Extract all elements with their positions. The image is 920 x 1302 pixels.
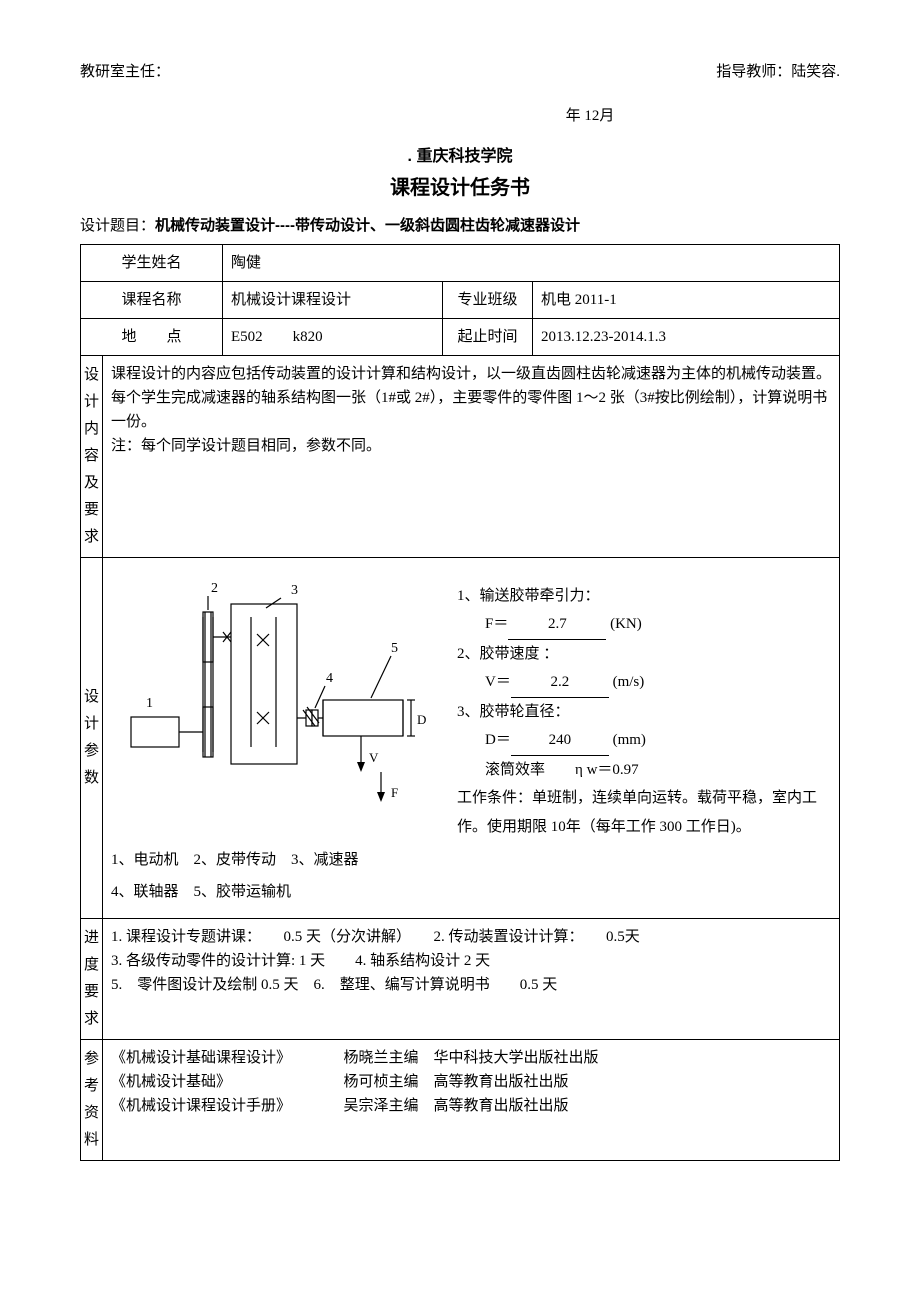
diagram-label-2: 2 bbox=[211, 581, 218, 596]
class-label: 专业班级 bbox=[443, 281, 533, 318]
work-conditions: 工作条件：单班制，连续单向运转。载荷平稳，室内工作。使用期限 10年（每年工作 … bbox=[457, 784, 831, 841]
param-2-sym: V＝ bbox=[485, 674, 511, 690]
student-name-value: 陶健 bbox=[223, 244, 840, 281]
param-1-unit: (KN) bbox=[610, 616, 642, 632]
advisor-name: 陆笑容. bbox=[791, 64, 840, 80]
param-4-label: 滚筒效率 η w＝0.97 bbox=[457, 756, 831, 785]
param-3-unit: (mm) bbox=[613, 732, 646, 748]
time-label: 起止时间 bbox=[443, 318, 533, 355]
diagram-label-3: 3 bbox=[291, 583, 298, 598]
param-2-unit: (m/s) bbox=[613, 674, 645, 690]
param-3-label: 3、胶带轮直径： bbox=[457, 698, 831, 727]
schedule-section-label: 进度要求 bbox=[81, 918, 103, 1039]
task-table: 学生姓名 陶健 课程名称 机械设计课程设计 专业班级 机电 2011-1 地 点… bbox=[80, 244, 840, 1161]
transmission-diagram: 1 2 bbox=[111, 572, 441, 832]
refs-section-text: 《机械设计基础课程设计》 杨晓兰主编 华中科技大学出版社出版 《机械设计基础》 … bbox=[103, 1039, 840, 1160]
param-1-val: 2.7 bbox=[508, 610, 606, 640]
param-1-sym: F＝ bbox=[485, 616, 508, 632]
diagram-label-D: D bbox=[417, 712, 426, 727]
diagram-label-F: F bbox=[391, 785, 398, 800]
param-3-val: 240 bbox=[511, 726, 609, 756]
design-title: 机械传动装置设计----带传动设计、一级斜齿圆柱齿轮减速器设计 bbox=[155, 217, 580, 234]
diagram-label-1: 1 bbox=[146, 696, 153, 711]
diagram-label-5: 5 bbox=[391, 641, 398, 656]
time-value: 2013.12.23-2014.1.3 bbox=[533, 318, 840, 355]
dept-head-label: 教研室主任： bbox=[80, 64, 170, 80]
content-section-text: 课程设计的内容应包括传动装置的设计计算和结构设计，以一级直齿圆柱齿轮减速器为主体… bbox=[103, 355, 840, 557]
diagram-legend-1: 1、电动机 2、皮带传动 3、减速器 bbox=[111, 848, 441, 872]
design-title-label: 设计题目： bbox=[80, 218, 155, 234]
course-name-label: 课程名称 bbox=[81, 281, 223, 318]
content-section-label: 设计内容及要求 bbox=[81, 355, 103, 557]
class-value: 机电 2011-1 bbox=[533, 281, 840, 318]
document-title: 课程设计任务书 bbox=[80, 172, 840, 204]
param-2-val: 2.2 bbox=[511, 668, 609, 698]
refs-section-label: 参考资料 bbox=[81, 1039, 103, 1160]
param-3-sym: D＝ bbox=[485, 732, 511, 748]
diagram-label-V: V bbox=[369, 750, 379, 765]
advisor-label: 指导教师： bbox=[716, 64, 791, 80]
institution-name: . 重庆科技学院 bbox=[80, 144, 840, 170]
student-name-label: 学生姓名 bbox=[81, 244, 223, 281]
place-label: 地 点 bbox=[81, 318, 223, 355]
param-2-label: 2、胶带速度 ： bbox=[457, 640, 831, 669]
date-line: 年 12月 bbox=[566, 108, 615, 124]
diagram-legend-2: 4、联轴器 5、胶带运输机 bbox=[111, 880, 441, 904]
place-value: E502 k820 bbox=[223, 318, 443, 355]
course-name-value: 机械设计课程设计 bbox=[223, 281, 443, 318]
diagram-label-4: 4 bbox=[326, 671, 333, 686]
param-1-label: 1、输送胶带牵引力： bbox=[457, 582, 831, 611]
params-section-label: 设计参数 bbox=[81, 557, 103, 918]
schedule-section-text: 1. 课程设计专题讲课： 0.5 天（分次讲解） 2. 传动装置设计计算： 0.… bbox=[103, 918, 840, 1039]
